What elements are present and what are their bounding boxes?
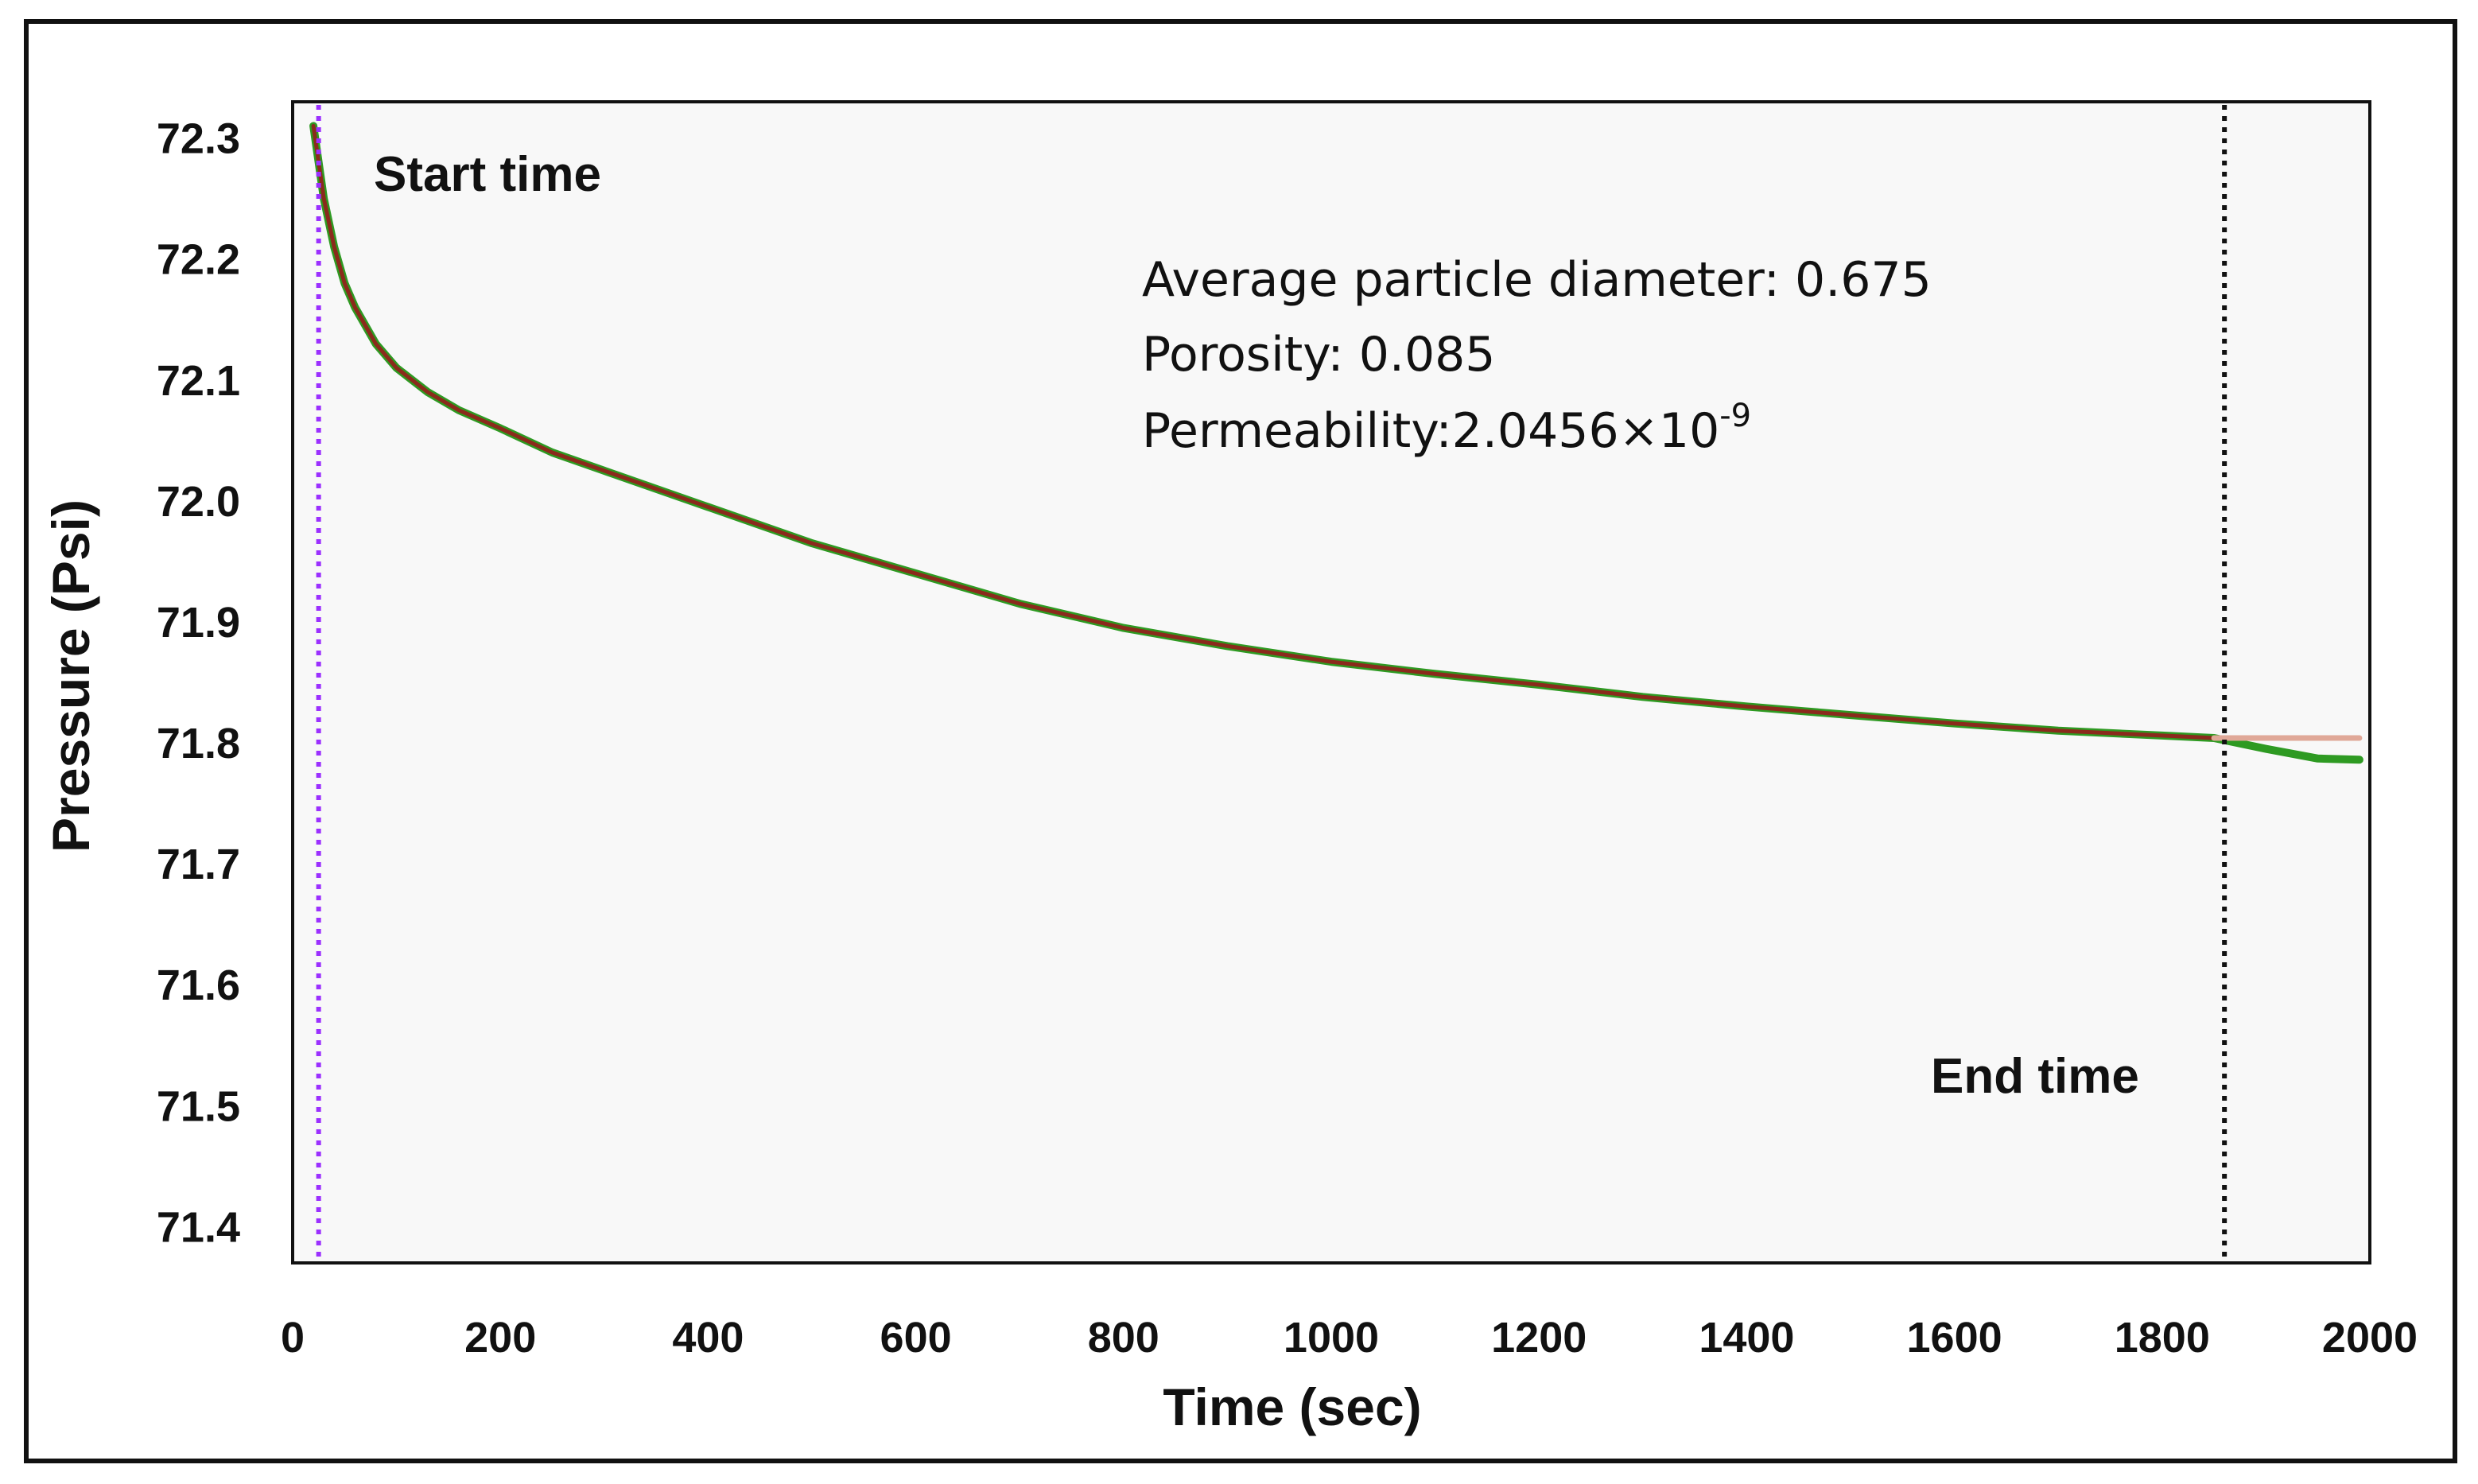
x-tick-label: 1400: [1699, 1314, 1794, 1362]
end-time-label: End time: [1931, 1049, 2139, 1104]
series-line-model-fit: [311, 123, 2216, 740]
particle-diameter-annotation: Average particle diameter: 0.675: [1142, 252, 1932, 308]
reference-lines: [316, 105, 2227, 1261]
x-tick-label: 2000: [2322, 1314, 2418, 1362]
porosity-annotation: Porosity: 0.085: [1142, 327, 1495, 383]
x-axis-title: Time (sec): [1163, 1377, 1421, 1436]
x-tick-label: 1000: [1284, 1314, 1379, 1362]
plot-area: [291, 100, 2371, 1265]
y-tick-label: 71.9: [157, 599, 240, 647]
y-tick-label: 72.0: [157, 478, 240, 526]
x-tick-label: 1800: [2115, 1314, 2210, 1362]
y-tick-label: 71.5: [157, 1082, 240, 1130]
x-tick-label: 1200: [1491, 1314, 1587, 1362]
x-tick-label: 200: [464, 1314, 536, 1362]
y-tick-label: 72.2: [157, 236, 240, 284]
y-tick-label: 71.6: [157, 961, 240, 1009]
y-tick-label: 72.1: [157, 357, 240, 405]
y-tick-label: 72.3: [157, 115, 240, 163]
y-tick-label: 71.4: [157, 1203, 240, 1251]
permeability-annotation: Permeability:2.0456×10-9: [1142, 398, 1751, 459]
x-tick-label: 600: [880, 1314, 952, 1362]
start-time-label: Start time: [374, 147, 601, 202]
y-tick-label: 71.8: [157, 720, 240, 767]
x-tick-label: 400: [672, 1314, 744, 1362]
y-axis-title: Pressure (Psi): [41, 499, 100, 853]
permeability-exponent: -9: [1719, 398, 1751, 434]
x-tick-label: 0: [281, 1314, 305, 1362]
series-layer: [309, 122, 2363, 764]
permeability-value: Permeability:2.0456×10: [1142, 403, 1719, 459]
x-tick-label: 800: [1088, 1314, 1159, 1362]
y-axis-ticks: 71.4 71.5 71.6 71.7 71.8 71.9 72.0 72.1 72.2 72.3: [157, 115, 240, 1252]
y-tick-label: 71.7: [157, 841, 240, 888]
x-tick-label: 1600: [1907, 1314, 2002, 1362]
x-axis-ticks: 0 200 400 600 800 1000 1200 1400 1600 1800 2000: [281, 1314, 2418, 1362]
